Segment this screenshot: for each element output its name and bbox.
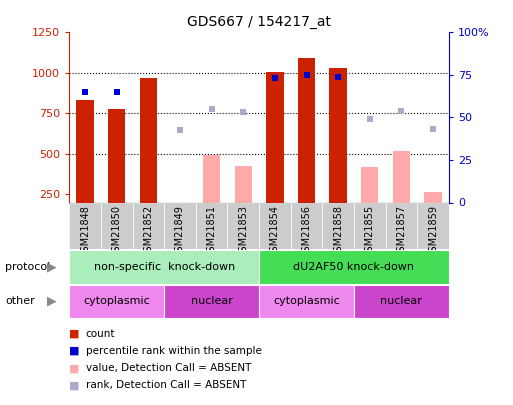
Bar (361, 167, 379, 202)
Bar (164, 202, 196, 249)
Text: GSM21853: GSM21853 (238, 205, 248, 258)
Text: ▶: ▶ (47, 260, 56, 273)
Bar (227, 202, 259, 249)
Bar (291, 202, 322, 249)
Bar (417, 202, 449, 249)
Bar (322, 202, 354, 249)
Text: nuclear: nuclear (381, 296, 422, 306)
Bar (298, 58, 315, 202)
Bar (329, 68, 347, 202)
Bar (393, 151, 410, 202)
Bar (164, 285, 259, 318)
Text: GSM21854: GSM21854 (270, 205, 280, 258)
Text: cytoplasmic: cytoplasmic (273, 296, 340, 306)
Bar (76, 100, 94, 202)
Text: GSM21859: GSM21859 (428, 205, 438, 258)
Text: GSM21850: GSM21850 (112, 205, 122, 258)
Bar (101, 202, 132, 249)
Bar (259, 202, 291, 249)
Bar (386, 202, 417, 249)
Text: GSM21856: GSM21856 (302, 205, 311, 258)
Text: GSM21849: GSM21849 (175, 205, 185, 258)
Text: rank, Detection Call = ABSENT: rank, Detection Call = ABSENT (86, 380, 246, 390)
Text: ■: ■ (69, 329, 80, 339)
Text: ■: ■ (69, 380, 80, 390)
Text: percentile rank within the sample: percentile rank within the sample (86, 346, 262, 356)
Bar (424, 192, 442, 202)
Text: cytoplasmic: cytoplasmic (83, 296, 150, 306)
Text: GSM21858: GSM21858 (333, 205, 343, 258)
Text: dU2AF50 knock-down: dU2AF50 knock-down (293, 262, 415, 272)
Bar (203, 155, 220, 202)
Bar (69, 202, 101, 249)
Text: ▶: ▶ (47, 295, 56, 308)
Bar (234, 166, 252, 202)
Text: protocol: protocol (5, 262, 50, 272)
Bar (259, 250, 449, 284)
Text: GSM21855: GSM21855 (365, 205, 375, 258)
Text: GSM21857: GSM21857 (397, 205, 406, 258)
Bar (354, 202, 386, 249)
Title: GDS667 / 154217_at: GDS667 / 154217_at (187, 15, 331, 29)
Text: ■: ■ (69, 346, 80, 356)
Bar (140, 78, 157, 202)
Text: non-specific  knock-down: non-specific knock-down (93, 262, 235, 272)
Text: nuclear: nuclear (191, 296, 232, 306)
Bar (196, 202, 227, 249)
Text: value, Detection Call = ABSENT: value, Detection Call = ABSENT (86, 363, 251, 373)
Text: GSM21852: GSM21852 (143, 205, 153, 258)
Text: count: count (86, 329, 115, 339)
Text: other: other (5, 296, 35, 306)
Bar (69, 285, 164, 318)
Bar (108, 109, 125, 202)
Bar (354, 285, 449, 318)
Bar (132, 202, 164, 249)
Bar (259, 285, 354, 318)
Bar (266, 72, 284, 202)
Text: ■: ■ (69, 363, 80, 373)
Text: GSM21851: GSM21851 (207, 205, 216, 258)
Bar (69, 250, 259, 284)
Text: GSM21848: GSM21848 (80, 205, 90, 258)
